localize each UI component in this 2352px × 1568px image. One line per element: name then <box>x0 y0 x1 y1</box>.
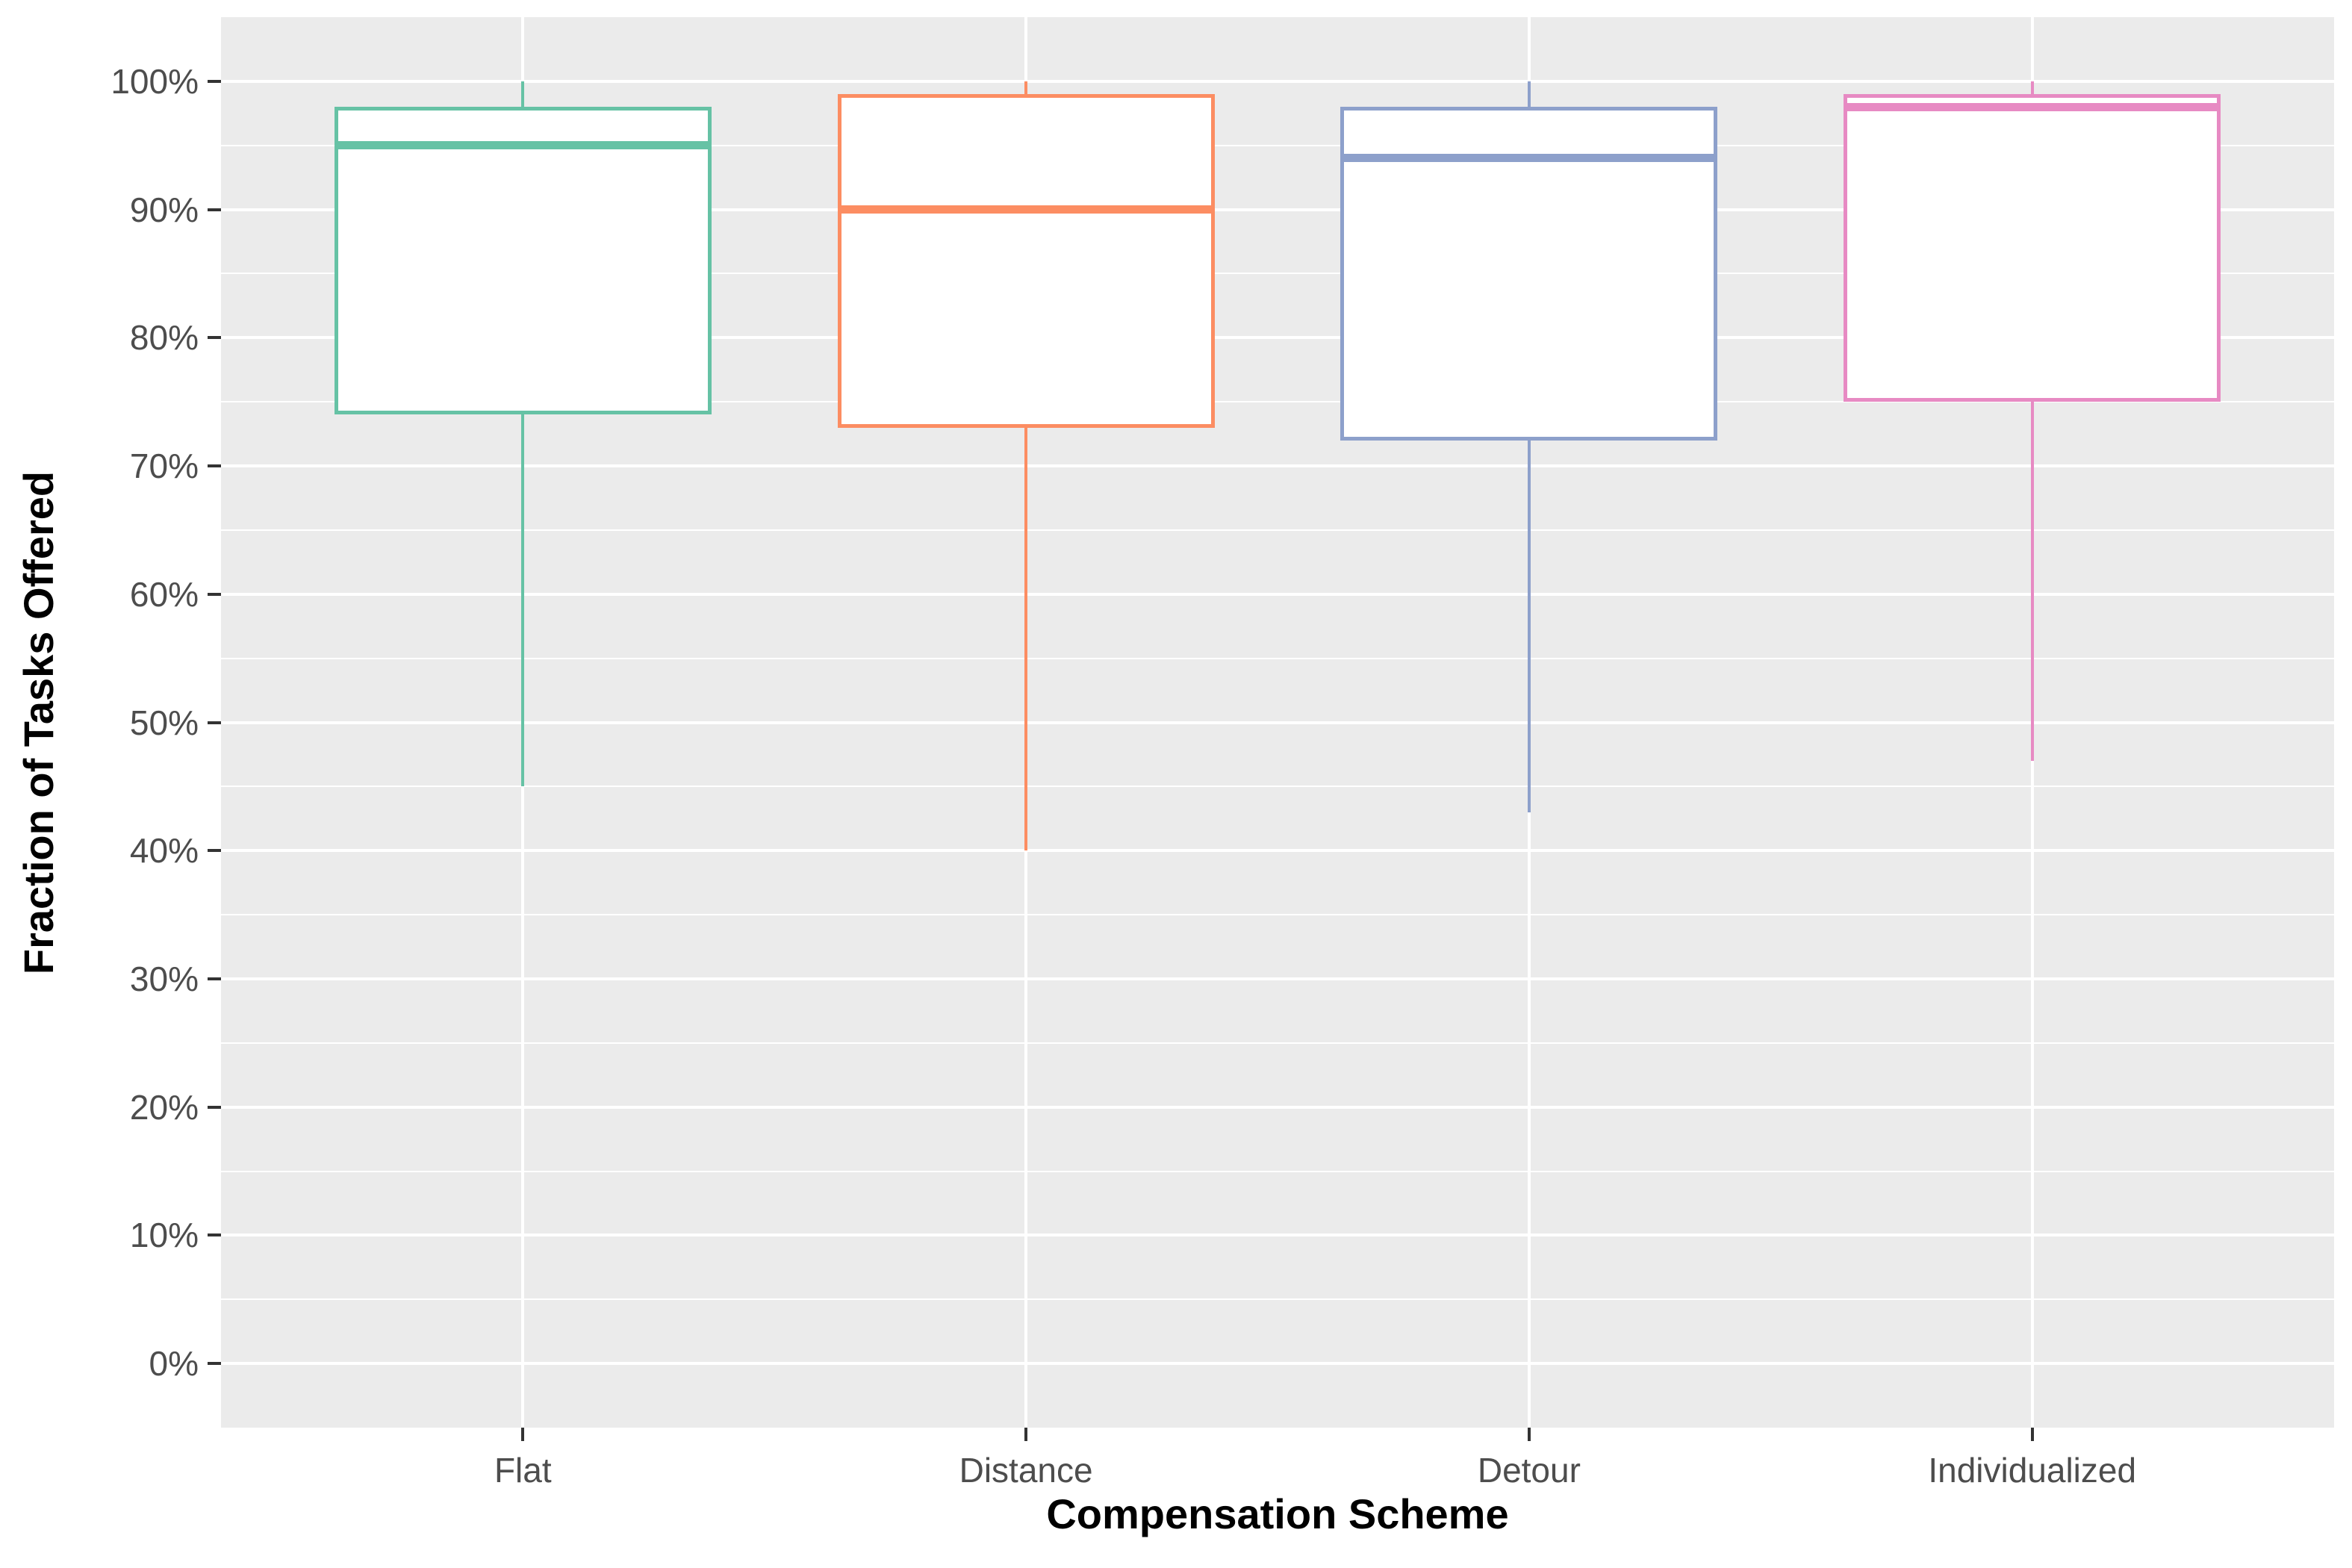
box-individualized <box>1844 94 2221 402</box>
y-tick-label: 10% <box>129 1216 199 1255</box>
y-tick-label: 30% <box>129 959 199 998</box>
y-tick-label: 40% <box>129 831 199 871</box>
minor-gridline <box>221 529 2334 531</box>
y-tick-mark <box>208 79 221 83</box>
x-tick-mark <box>1024 1428 1028 1441</box>
x-tick-mark <box>521 1428 525 1441</box>
y-tick-mark <box>208 336 221 340</box>
y-tick-mark <box>208 1362 221 1366</box>
y-tick-label: 100% <box>111 61 199 101</box>
major-gridline <box>221 208 2334 211</box>
y-tick-mark <box>208 977 221 980</box>
major-gridline <box>221 79 2334 83</box>
major-gridline <box>221 592 2334 596</box>
major-gridline <box>221 721 2334 724</box>
minor-gridline <box>221 657 2334 659</box>
whisker-upper <box>1527 81 1531 108</box>
x-tick-label: Distance <box>959 1451 1093 1490</box>
minor-gridline <box>221 273 2334 275</box>
x-axis-title: Compensation Scheme <box>1046 1490 1509 1537</box>
y-tick-mark <box>208 849 221 853</box>
minor-gridline <box>221 144 2334 146</box>
y-tick-label: 90% <box>129 190 199 229</box>
major-gridline <box>221 464 2334 468</box>
minor-gridline <box>221 1042 2334 1044</box>
minor-gridline <box>221 785 2334 788</box>
y-tick-label: 0% <box>149 1344 199 1384</box>
y-tick-mark <box>208 721 221 724</box>
whisker-upper <box>521 81 525 108</box>
minor-gridline <box>221 914 2334 916</box>
x-tick-mark <box>1527 1428 1531 1441</box>
y-tick-mark <box>208 208 221 211</box>
median-line <box>1847 102 2218 111</box>
major-gridline <box>221 1233 2334 1237</box>
whisker-lower <box>2030 402 2034 761</box>
major-gridline <box>221 849 2334 853</box>
y-tick-mark <box>208 592 221 596</box>
y-tick-label: 70% <box>129 447 199 486</box>
x-tick-label: Individualized <box>1928 1451 2137 1490</box>
minor-gridline <box>221 1170 2334 1172</box>
y-tick-mark <box>208 464 221 468</box>
box-flat <box>334 107 712 415</box>
whisker-lower <box>521 414 525 787</box>
major-gridline <box>221 336 2334 340</box>
y-tick-mark <box>208 1105 221 1109</box>
whisker-lower <box>1527 440 1531 812</box>
whisker-upper <box>2030 81 2034 95</box>
x-tick-label: Flat <box>494 1451 552 1490</box>
box-distance <box>837 94 1215 428</box>
major-gridline <box>221 1105 2334 1109</box>
median-line <box>337 141 708 150</box>
y-tick-label: 20% <box>129 1087 199 1127</box>
x-tick-mark <box>2030 1428 2034 1441</box>
whisker-upper <box>1024 81 1028 95</box>
x-tick-label: Detour <box>1477 1451 1581 1490</box>
major-gridline <box>221 977 2334 980</box>
y-tick-mark <box>208 1233 221 1237</box>
y-tick-label: 80% <box>129 318 199 358</box>
median-line <box>841 205 1211 214</box>
minor-gridline <box>221 401 2334 403</box>
whisker-lower <box>1024 427 1028 851</box>
box-detour <box>1340 107 1718 441</box>
major-gridline <box>221 1362 2334 1366</box>
y-axis-title: Fraction of Tasks Offered <box>15 470 62 974</box>
y-tick-label: 60% <box>129 574 199 614</box>
minor-gridline <box>221 1298 2334 1301</box>
median-line <box>1344 154 1714 163</box>
y-tick-label: 50% <box>129 703 199 742</box>
